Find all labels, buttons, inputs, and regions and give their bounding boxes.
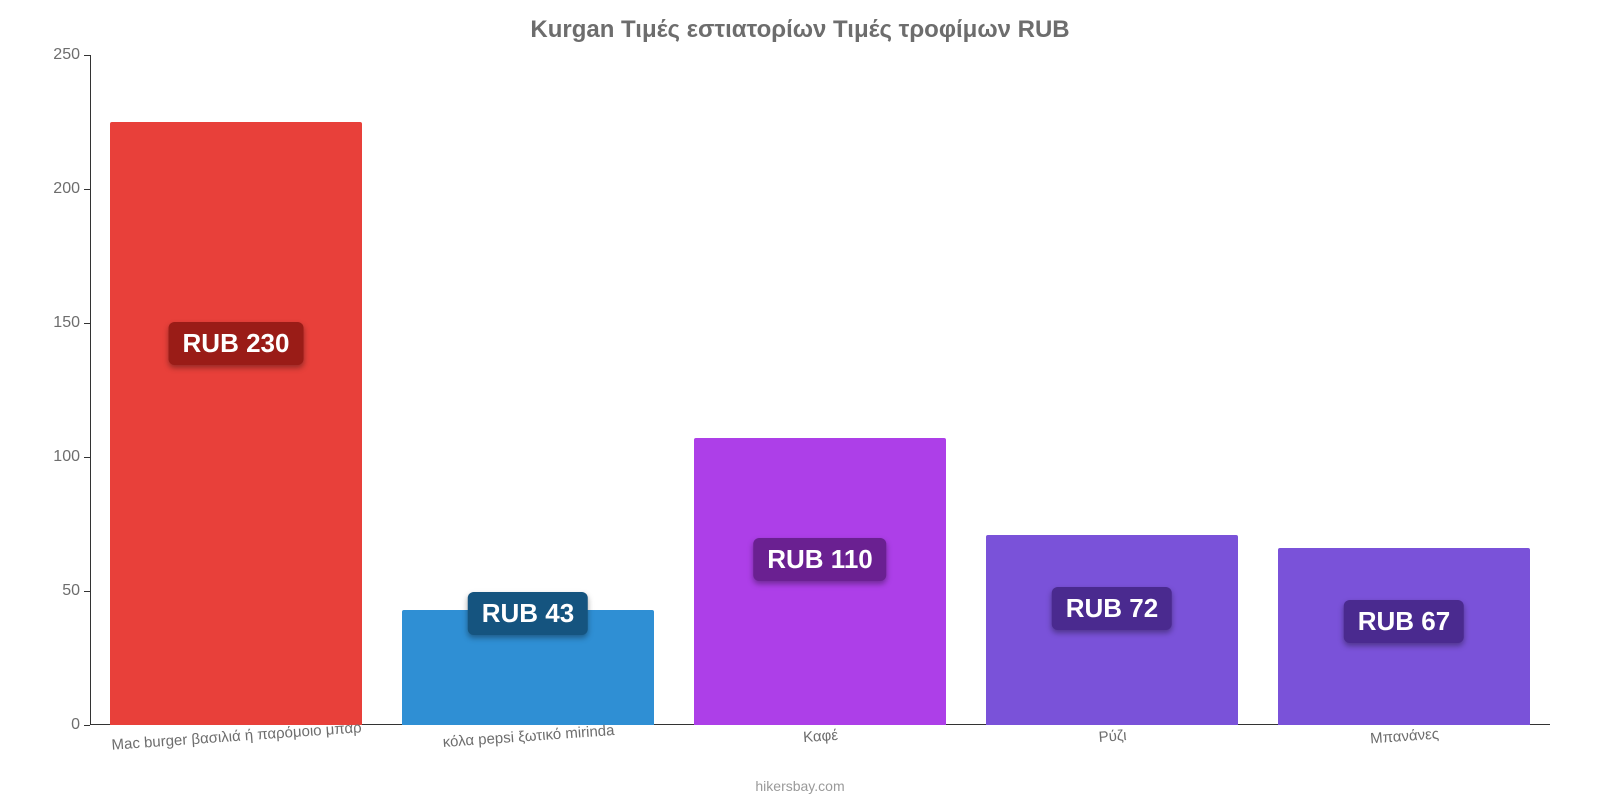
bar: RUB 72 [986,535,1237,725]
bar-slot: RUB 110 [674,55,966,725]
x-label-slot: Mac burger βασιλιά ή παρόμοιο μπαρ [90,728,382,768]
x-label-slot: Μπανάνες [1258,728,1550,768]
bars-group: RUB 230 RUB 43 RUB 110 RUB 72 RUB 67 [90,55,1550,725]
x-label-slot: κόλα pepsi ξωτικό mirinda [382,728,674,768]
bar: RUB 230 [110,122,361,725]
plot-area: 050100150200250 RUB 230RUB 43RUB 110RUB … [90,55,1550,725]
value-badge: RUB 43 [468,592,588,635]
chart-container: Kurgan Τιμές εστιατορίων Τιμές τροφίμων … [0,0,1600,800]
bar-slot: RUB 67 [1258,55,1550,725]
chart-title: Kurgan Τιμές εστιατορίων Τιμές τροφίμων … [0,16,1600,44]
x-axis-label: Καφέ [803,727,839,746]
x-labels-group: Mac burger βασιλιά ή παρόμοιο μπαρκόλα p… [90,728,1550,768]
bar-slot: RUB 230 [90,55,382,725]
bar: RUB 110 [694,438,945,725]
value-badge: RUB 110 [753,538,887,581]
value-badge: RUB 230 [169,322,304,365]
value-badge: RUB 67 [1344,600,1464,643]
y-tick-mark [84,725,90,726]
bar-slot: RUB 72 [966,55,1258,725]
bar: RUB 43 [402,610,653,725]
bar-slot: RUB 43 [382,55,674,725]
x-label-slot: Καφέ [674,728,966,768]
x-axis-label: Ρύζι [1098,727,1127,746]
x-axis-label: κόλα pepsi ξωτικό mirinda [442,722,615,751]
attribution-text: hikersbay.com [0,778,1600,794]
bar: RUB 67 [1278,548,1529,725]
x-axis-label: Μπανάνες [1370,726,1440,748]
x-label-slot: Ρύζι [966,728,1258,768]
value-badge: RUB 72 [1052,587,1172,630]
